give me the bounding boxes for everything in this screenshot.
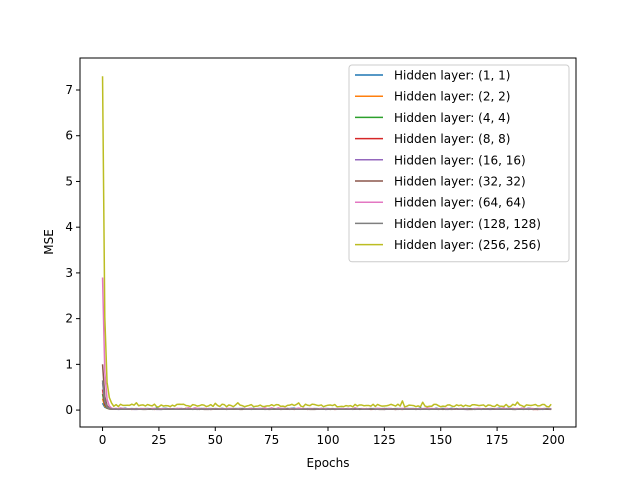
y-tick-label: 3 [65, 266, 73, 280]
legend-entry: Hidden layer: (8, 8) [394, 132, 510, 146]
x-tick-label: 150 [429, 433, 452, 447]
series-line [101, 76, 552, 408]
y-tick-label: 2 [65, 312, 73, 326]
y-tick-label: 5 [65, 174, 73, 188]
x-tick-label: 200 [542, 433, 565, 447]
y-tick-label: 0 [65, 403, 73, 417]
legend-box [348, 64, 570, 263]
legend: Hidden layer: (1, 1) Hidden layer: (2, 2)… [348, 64, 570, 263]
series-line [101, 380, 552, 411]
legend-entry: Hidden layer: (32, 32) [394, 175, 526, 189]
y-tick-label: 1 [65, 357, 73, 371]
legend-entry: Hidden layer: (16, 16) [394, 153, 526, 167]
legend-entry: Hidden layer: (256, 256) [394, 238, 541, 252]
y-axis: 0 1 2 3 4 5 6 7 [65, 83, 80, 417]
legend-entry: Hidden layer: (64, 64) [394, 196, 526, 210]
x-tick-label: 100 [317, 433, 340, 447]
x-tick-label: 25 [151, 433, 166, 447]
y-tick-label: 6 [65, 129, 73, 143]
x-tick-label: 175 [486, 433, 509, 447]
x-tick-label: 125 [373, 433, 396, 447]
y-tick-label: 7 [65, 83, 73, 97]
x-axis: 0 25 50 75 100 125 150 175 200 [99, 427, 565, 447]
y-axis-label: MSE [42, 229, 56, 255]
x-tick-label: 0 [99, 433, 107, 447]
legend-entry: Hidden layer: (128, 128) [394, 217, 541, 231]
x-tick-label: 75 [264, 433, 279, 447]
legend-entry: Hidden layer: (1, 1) [394, 69, 510, 83]
legend-entry: Hidden layer: (4, 4) [394, 111, 510, 125]
legend-entry: Hidden layer: (2, 2) [394, 90, 510, 104]
y-tick-label: 4 [65, 220, 73, 234]
x-axis-label: Epochs [307, 456, 350, 470]
x-tick-label: 50 [208, 433, 223, 447]
plot-lines [101, 76, 552, 411]
